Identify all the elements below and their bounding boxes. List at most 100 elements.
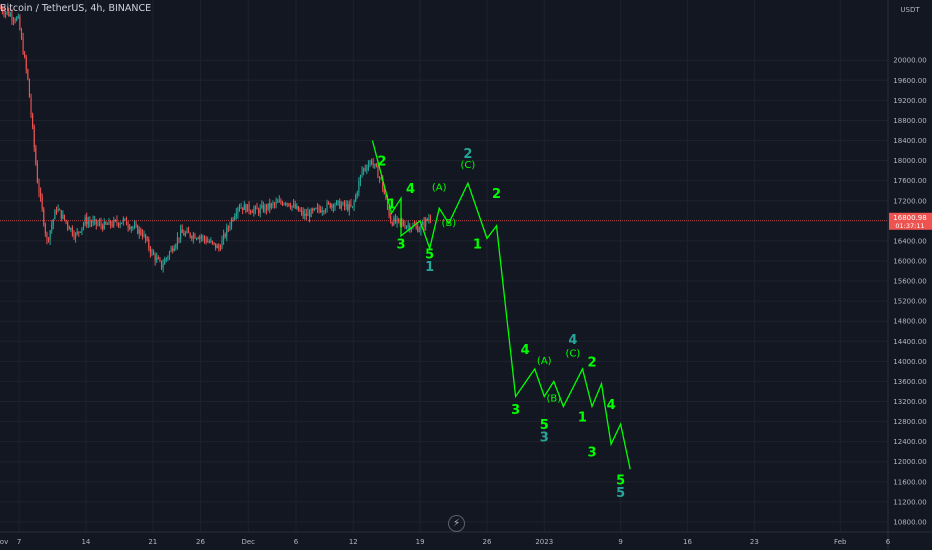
candle-body <box>215 243 217 249</box>
candle-body <box>308 212 311 217</box>
candle-body <box>172 248 174 251</box>
candle-body <box>415 225 417 227</box>
candle-body <box>114 220 116 222</box>
wave-label: 4 <box>568 333 577 348</box>
candle-body <box>133 225 136 228</box>
price-axis-unit: USDT <box>900 6 920 14</box>
candle-body <box>151 251 153 254</box>
wave-label: 3 <box>397 237 406 252</box>
candle-body <box>162 264 164 269</box>
candle-body <box>393 217 395 226</box>
candle-body <box>391 222 393 226</box>
candle-body <box>237 207 239 214</box>
candle-body <box>176 237 178 245</box>
price-tick-label: 10800.00 <box>893 518 926 526</box>
candle-body <box>55 210 58 212</box>
candle-body <box>345 204 347 207</box>
candle-body <box>170 248 172 252</box>
candle-body <box>267 203 269 210</box>
candle-body <box>350 203 352 207</box>
candle-body <box>16 17 18 21</box>
candle-body <box>227 227 229 229</box>
candle-body <box>191 236 193 239</box>
time-tick-label: 26 <box>483 538 492 546</box>
price-tick-label: 17200.00 <box>893 197 926 205</box>
candle-body <box>254 206 256 210</box>
candle-body <box>342 202 344 205</box>
candle-body <box>137 225 139 234</box>
candle-body <box>223 234 225 240</box>
candle-body <box>60 210 62 219</box>
candle-body <box>33 126 35 148</box>
candle-body <box>371 161 373 164</box>
wave-label: 2 <box>492 187 501 202</box>
time-tick-label: 16 <box>683 538 692 546</box>
candle-body <box>127 225 129 227</box>
candle-body <box>20 29 23 38</box>
candle-body <box>351 206 354 208</box>
candle-body <box>105 221 107 225</box>
candle-body <box>92 220 94 224</box>
wave-label: 1 <box>473 237 482 252</box>
candle-body <box>332 204 334 208</box>
candle-body <box>108 220 110 225</box>
candle-body <box>366 168 368 170</box>
candle-body <box>259 207 261 214</box>
candle-body <box>52 219 54 225</box>
candle-body <box>87 221 89 225</box>
wave-label: 1 <box>578 411 587 426</box>
candle-body <box>195 238 198 240</box>
time-tick-label: 6 <box>886 538 891 546</box>
candle-body <box>343 202 346 207</box>
candle-body <box>167 256 169 259</box>
wave-label: (A) <box>537 356 552 367</box>
lightning-bolt-icon[interactable]: ⚡ <box>448 515 465 532</box>
candle-body <box>396 218 398 223</box>
candle-body <box>63 214 66 220</box>
candle-body <box>394 217 397 223</box>
price-tick-label: 12400.00 <box>893 438 926 446</box>
candle-body <box>321 211 323 213</box>
candle-body <box>277 202 279 204</box>
candle-body <box>283 203 285 205</box>
candle-body <box>40 192 42 197</box>
candle-body <box>380 177 382 179</box>
candle-body <box>428 218 430 221</box>
wave-label: 2 <box>587 355 596 370</box>
candle-body <box>143 234 145 237</box>
time-tick-label: 19 <box>416 538 425 546</box>
candle-body <box>186 230 188 233</box>
wave-label: (C) <box>566 348 581 359</box>
price-tick-label: 12800.00 <box>893 418 926 426</box>
candle-body <box>89 221 91 223</box>
candle-body <box>11 14 13 20</box>
candle-body <box>124 218 126 220</box>
candle-body <box>154 254 156 261</box>
candle-body <box>210 240 212 243</box>
candle-body <box>353 201 355 207</box>
wave-label: (B) <box>441 218 456 229</box>
candle-body <box>95 219 97 225</box>
candle-body <box>288 203 290 206</box>
candle-body <box>84 217 86 224</box>
bolt-glyph: ⚡ <box>452 518 461 529</box>
candle-body <box>339 200 341 209</box>
candle-body <box>296 206 298 209</box>
candle-body <box>270 203 272 208</box>
candle-body <box>8 11 10 16</box>
candle-body <box>297 206 299 211</box>
candle-body <box>216 245 218 249</box>
candle-body <box>35 147 37 165</box>
candle-body <box>36 164 38 183</box>
candle-body <box>111 225 113 227</box>
candle-body <box>234 216 236 220</box>
candle-body <box>324 209 326 212</box>
candle-body <box>9 14 11 16</box>
candle-body <box>3 11 5 15</box>
candle-body <box>38 182 40 193</box>
candle-body <box>173 248 175 251</box>
candle-body <box>51 224 53 231</box>
wave-label: 1 <box>387 197 396 212</box>
candle-body <box>406 226 408 228</box>
